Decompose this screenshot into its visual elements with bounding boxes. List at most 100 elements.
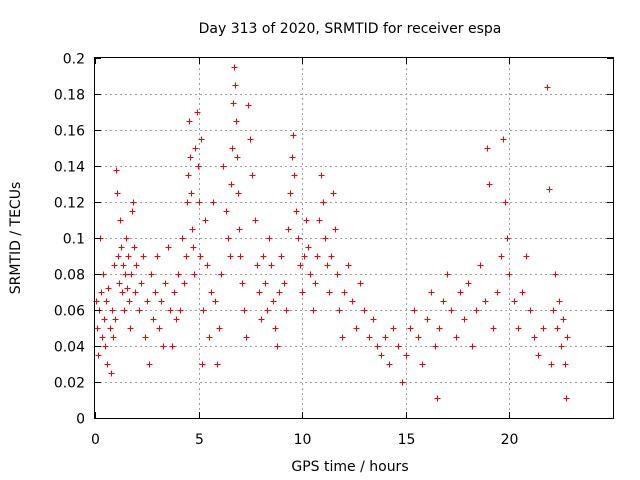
data-point xyxy=(181,280,188,287)
data-point xyxy=(112,316,119,323)
data-point xyxy=(312,280,319,287)
data-point xyxy=(428,289,435,296)
data-point xyxy=(125,253,132,260)
data-point xyxy=(349,298,356,305)
axis-ticks xyxy=(95,58,613,419)
data-point xyxy=(95,352,102,359)
data-point xyxy=(160,343,167,350)
data-point xyxy=(461,316,468,323)
data-point xyxy=(167,307,174,314)
chart-title: Day 313 of 2020, SRMTID for receiver esp… xyxy=(199,21,502,37)
data-point xyxy=(227,253,234,260)
data-point xyxy=(185,172,192,179)
data-point xyxy=(109,307,116,314)
data-point xyxy=(386,361,393,368)
data-point xyxy=(297,262,304,269)
y-tick-labels: 0 0.02 0.04 0.06 0.08 0.1 0.12 0.14 0.16 0.18 0.2 xyxy=(54,52,85,428)
data-point xyxy=(102,343,109,350)
data-point xyxy=(305,244,312,251)
data-point xyxy=(247,136,254,143)
data-point xyxy=(228,181,235,188)
data-point xyxy=(264,307,271,314)
data-point xyxy=(303,217,310,224)
data-point xyxy=(194,109,201,116)
x-tick-label: 5 xyxy=(195,432,204,448)
data-point xyxy=(152,289,159,296)
data-point xyxy=(540,325,547,332)
y-tick-label: 0.14 xyxy=(54,160,85,176)
data-point xyxy=(556,298,563,305)
data-point xyxy=(339,334,346,341)
y-axis-label: SRMTID / TECUs xyxy=(8,182,24,295)
data-point xyxy=(320,199,327,206)
data-point xyxy=(121,307,128,314)
data-point xyxy=(554,325,561,332)
data-point xyxy=(122,271,129,278)
data-point xyxy=(287,190,294,197)
data-point xyxy=(148,271,155,278)
data-point xyxy=(310,307,317,314)
data-point xyxy=(504,235,511,242)
data-point xyxy=(324,262,331,269)
data-point xyxy=(469,343,476,350)
data-point xyxy=(254,262,261,269)
data-point xyxy=(108,370,115,377)
data-point xyxy=(162,280,169,287)
data-point xyxy=(117,217,124,224)
data-point xyxy=(140,253,147,260)
data-point xyxy=(473,307,480,314)
data-point xyxy=(486,181,493,188)
data-point xyxy=(196,199,203,206)
data-point xyxy=(500,136,507,143)
data-point xyxy=(498,253,505,260)
data-point xyxy=(328,253,335,260)
data-point xyxy=(390,325,397,332)
data-point xyxy=(465,280,472,287)
data-point xyxy=(249,172,256,179)
data-point xyxy=(107,325,114,332)
data-point xyxy=(144,298,151,305)
data-point xyxy=(378,352,385,359)
data-point xyxy=(457,289,464,296)
data-point xyxy=(175,271,182,278)
data-point xyxy=(291,172,298,179)
data-point xyxy=(198,136,205,143)
data-point xyxy=(424,316,431,323)
data-point xyxy=(341,289,348,296)
data-point xyxy=(124,285,131,292)
data-point xyxy=(260,253,267,260)
y-tick-label: 0.1 xyxy=(63,232,85,248)
data-point xyxy=(136,307,143,314)
data-point xyxy=(268,262,275,269)
data-point xyxy=(274,343,281,350)
data-point xyxy=(133,262,140,269)
data-point xyxy=(314,253,321,260)
data-point xyxy=(190,244,197,251)
data-point xyxy=(204,262,211,269)
data-point xyxy=(546,186,553,193)
data-point xyxy=(115,253,122,260)
data-point xyxy=(101,316,108,323)
data-point xyxy=(374,343,381,350)
data-point xyxy=(560,316,567,323)
data-point xyxy=(531,334,538,341)
data-point xyxy=(128,271,135,278)
data-point xyxy=(126,298,133,305)
data-point xyxy=(129,208,136,215)
data-point xyxy=(94,325,101,332)
data-point xyxy=(357,280,364,287)
data-point xyxy=(440,298,447,305)
x-tick-label: 15 xyxy=(398,432,416,448)
data-point xyxy=(243,334,250,341)
data-point xyxy=(120,262,127,269)
data-point xyxy=(511,298,518,305)
y-tick-label: 0.2 xyxy=(63,52,85,68)
data-point xyxy=(270,298,277,305)
data-point xyxy=(548,361,555,368)
data-point xyxy=(345,262,352,269)
y-tick-label: 0.18 xyxy=(54,88,85,104)
data-point xyxy=(236,226,243,233)
data-points xyxy=(93,64,571,402)
data-point xyxy=(283,307,290,314)
